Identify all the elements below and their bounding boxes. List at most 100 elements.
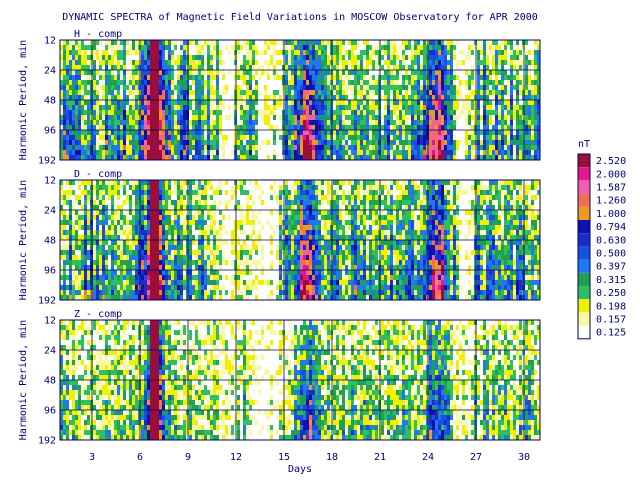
spectrum-cell <box>231 70 235 76</box>
spectrum-cell <box>351 130 355 136</box>
spectrum-cell <box>534 155 538 161</box>
spectrum-cell <box>117 105 121 111</box>
spectrum-cell <box>132 115 136 121</box>
spectrum-cell <box>225 80 229 86</box>
spectrum-cell <box>306 55 310 61</box>
spectrum-cell <box>228 60 232 66</box>
spectrum-cell <box>219 85 223 91</box>
spectrum-cell <box>459 40 463 46</box>
spectrum-cell <box>60 130 64 136</box>
spectrum-cell <box>144 265 148 271</box>
spectrum-cell <box>192 195 196 201</box>
spectrum-cell <box>132 150 136 156</box>
spectrum-cell <box>81 195 85 201</box>
spectrum-cell <box>105 270 109 276</box>
spectrum-cell <box>372 115 376 121</box>
spectrum-cell <box>72 235 76 241</box>
spectrum-cell <box>66 270 70 276</box>
spectrum-cell <box>195 110 199 116</box>
spectrum-cell <box>144 250 148 256</box>
spectrum-cell <box>87 50 91 56</box>
spectrum-cell <box>93 65 97 71</box>
spectrum-cell <box>75 295 79 301</box>
spectrum-cell <box>246 115 250 121</box>
spectrum-cell <box>105 115 109 121</box>
spectrum-cell <box>177 70 181 76</box>
spectrum-cell <box>114 285 118 291</box>
spectrum-cell <box>375 100 379 106</box>
spectrum-cell <box>159 230 163 236</box>
spectrum-cell <box>96 180 100 186</box>
spectrum-cell <box>390 60 394 66</box>
spectrum-cell <box>306 130 310 136</box>
spectrum-cell <box>174 210 178 216</box>
spectrum-cell <box>201 90 205 96</box>
spectrum-cell <box>147 70 151 76</box>
spectrum-cell <box>96 50 100 56</box>
spectrum-cell <box>78 210 82 216</box>
spectrum-cell <box>126 45 130 51</box>
spectrum-cell <box>483 130 487 136</box>
spectrum-cell <box>348 95 352 101</box>
spectrum-cell <box>255 155 259 161</box>
spectrum-cell <box>222 125 226 131</box>
spectrum-cell <box>312 120 316 126</box>
spectrum-cell <box>420 115 424 121</box>
spectrum-cell <box>72 75 76 81</box>
spectrum-cell <box>366 155 370 161</box>
spectrum-cell <box>162 250 166 256</box>
spectrum-cell <box>381 55 385 61</box>
spectrum-cell <box>423 45 427 51</box>
spectrum-cell <box>105 130 109 136</box>
spectrum-cell <box>333 110 337 116</box>
spectrum-cell <box>267 45 271 51</box>
spectrum-cell <box>432 150 436 156</box>
spectrum-cell <box>459 95 463 101</box>
spectrum-cell <box>342 115 346 121</box>
spectrum-cell <box>180 295 184 301</box>
spectrum-cell <box>354 60 358 66</box>
spectrum-cell <box>432 155 436 161</box>
spectrum-cell <box>396 65 400 71</box>
spectrum-cell <box>201 70 205 76</box>
spectrum-cell <box>60 55 64 61</box>
spectrum-cell <box>237 100 241 106</box>
spectrum-cell <box>267 125 271 131</box>
spectrum-cell <box>438 50 442 56</box>
spectrum-cell <box>459 105 463 111</box>
spectrum-cell <box>96 115 100 121</box>
spectrum-cell <box>303 115 307 121</box>
spectrum-cell <box>87 135 91 141</box>
spectrum-cell <box>300 105 304 111</box>
spectrum-cell <box>462 140 466 146</box>
spectrum-cell <box>213 125 217 131</box>
spectrum-cell <box>321 150 325 156</box>
spectrum-cell <box>165 105 169 111</box>
spectrum-cell <box>405 115 409 121</box>
spectrum-cell <box>309 140 313 146</box>
spectrum-cell <box>135 45 139 51</box>
spectrum-cell <box>210 45 214 51</box>
spectrum-cell <box>384 60 388 66</box>
spectrum-cell <box>123 210 127 216</box>
spectrum-cell <box>129 280 133 286</box>
spectrum-cell <box>165 230 169 236</box>
spectrum-cell <box>441 75 445 81</box>
spectrum-cell <box>210 135 214 141</box>
spectrum-cell <box>264 155 268 161</box>
spectrum-cell <box>480 90 484 96</box>
spectrum-cell <box>129 295 133 301</box>
spectrum-cell <box>375 125 379 131</box>
spectrum-cell <box>84 130 88 136</box>
spectrum-cell <box>75 150 79 156</box>
spectrum-cell <box>207 60 211 66</box>
spectrum-cell <box>153 40 157 46</box>
spectrum-cell <box>102 55 106 61</box>
spectrum-cell <box>198 205 202 211</box>
spectrum-cell <box>123 65 127 71</box>
spectrum-cell <box>315 155 319 161</box>
spectrum-cell <box>144 120 148 126</box>
spectrum-cell <box>114 255 118 261</box>
spectrum-cell <box>117 250 121 256</box>
spectrum-cell <box>102 265 106 271</box>
